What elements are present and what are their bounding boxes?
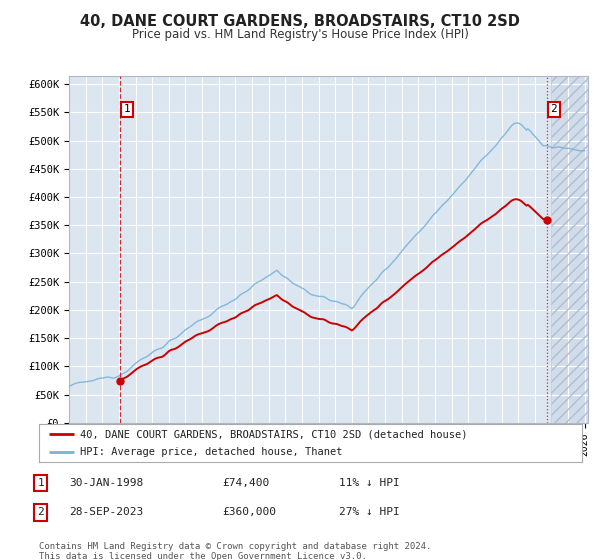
Text: 28-SEP-2023: 28-SEP-2023 <box>69 507 143 517</box>
Text: 1: 1 <box>37 478 44 488</box>
Text: 2: 2 <box>37 507 44 517</box>
Text: Contains HM Land Registry data © Crown copyright and database right 2024.
This d: Contains HM Land Registry data © Crown c… <box>39 542 431 560</box>
Bar <box>551 76 593 423</box>
Text: 27% ↓ HPI: 27% ↓ HPI <box>339 507 400 517</box>
Text: 30-JAN-1998: 30-JAN-1998 <box>69 478 143 488</box>
Text: 40, DANE COURT GARDENS, BROADSTAIRS, CT10 2SD: 40, DANE COURT GARDENS, BROADSTAIRS, CT1… <box>80 14 520 29</box>
Text: 40, DANE COURT GARDENS, BROADSTAIRS, CT10 2SD (detached house): 40, DANE COURT GARDENS, BROADSTAIRS, CT1… <box>80 429 467 439</box>
Bar <box>551 76 593 423</box>
Text: 1: 1 <box>124 105 130 114</box>
Text: Price paid vs. HM Land Registry's House Price Index (HPI): Price paid vs. HM Land Registry's House … <box>131 28 469 41</box>
Text: 2: 2 <box>551 105 557 114</box>
Text: HPI: Average price, detached house, Thanet: HPI: Average price, detached house, Than… <box>80 447 342 457</box>
Text: £360,000: £360,000 <box>222 507 276 517</box>
Text: £74,400: £74,400 <box>222 478 269 488</box>
Text: 11% ↓ HPI: 11% ↓ HPI <box>339 478 400 488</box>
